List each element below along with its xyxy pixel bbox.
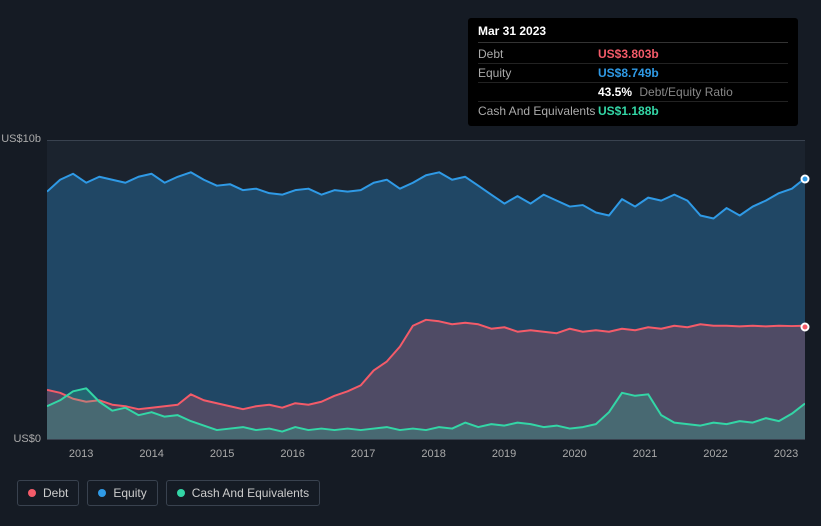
x-axis-label: 2015 bbox=[210, 448, 234, 460]
tooltip-row-label: Cash And Equivalents bbox=[478, 104, 598, 118]
y-axis-label: US$10b bbox=[1, 133, 41, 145]
tooltip-row-value: 43.5% Debt/Equity Ratio bbox=[598, 85, 733, 99]
legend-dot-icon bbox=[28, 489, 36, 497]
legend-label: Equity bbox=[113, 486, 146, 500]
x-axis-label: 2019 bbox=[492, 448, 516, 460]
tooltip-row-label: Debt bbox=[478, 47, 598, 61]
y-axis-label: US$0 bbox=[13, 433, 41, 445]
plot-area[interactable] bbox=[47, 140, 805, 440]
tooltip-row: Cash And EquivalentsUS$1.188b bbox=[478, 102, 788, 120]
series-end-marker bbox=[801, 323, 810, 332]
x-axis-label: 2017 bbox=[351, 448, 375, 460]
x-axis-label: 2021 bbox=[633, 448, 657, 460]
tooltip-row: EquityUS$8.749b bbox=[478, 64, 788, 83]
legend-item[interactable]: Equity bbox=[87, 480, 157, 506]
x-axis: 2013 2014 2015 2016 2017 2018 2019 2020 2021 2022… bbox=[47, 445, 805, 465]
tooltip-row-value: US$8.749b bbox=[598, 66, 659, 80]
x-axis-label: 2014 bbox=[139, 448, 163, 460]
series-end-marker bbox=[801, 174, 810, 183]
legend-label: Cash And Equivalents bbox=[192, 486, 309, 500]
x-axis-label: 2016 bbox=[280, 448, 304, 460]
tooltip-row-value: US$1.188b bbox=[598, 104, 659, 118]
tooltip-row-label bbox=[478, 85, 598, 99]
legend-item[interactable]: Cash And Equivalents bbox=[166, 480, 320, 506]
legend-label: Debt bbox=[43, 486, 68, 500]
tooltip-row-value: US$3.803b bbox=[598, 47, 659, 61]
legend: Debt Equity Cash And Equivalents bbox=[17, 480, 320, 506]
tooltip-row: DebtUS$3.803b bbox=[478, 45, 788, 64]
x-axis-label: 2022 bbox=[703, 448, 727, 460]
x-axis-label: 2023 bbox=[774, 448, 798, 460]
legend-dot-icon bbox=[177, 489, 185, 497]
legend-item[interactable]: Debt bbox=[17, 480, 79, 506]
chart-tooltip: Mar 31 2023 DebtUS$3.803bEquityUS$8.749b… bbox=[468, 18, 798, 126]
tooltip-date: Mar 31 2023 bbox=[478, 24, 788, 43]
x-axis-label: 2020 bbox=[562, 448, 586, 460]
legend-dot-icon bbox=[98, 489, 106, 497]
x-axis-label: 2013 bbox=[69, 448, 93, 460]
tooltip-row: 43.5% Debt/Equity Ratio bbox=[478, 83, 788, 102]
x-axis-label: 2018 bbox=[421, 448, 445, 460]
tooltip-row-label: Equity bbox=[478, 66, 598, 80]
chart-container: US$0US$10b 20132014201520162017201820192… bbox=[17, 125, 805, 510]
